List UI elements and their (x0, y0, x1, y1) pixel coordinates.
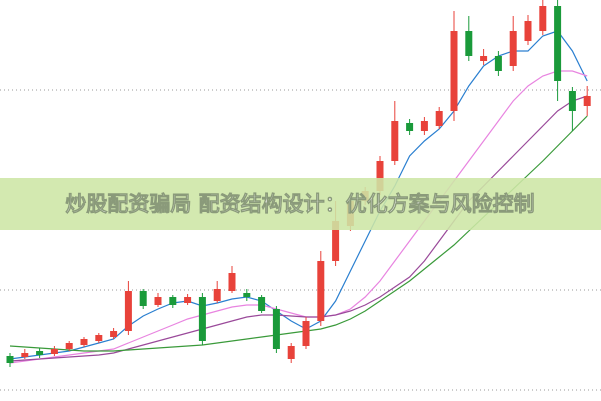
candle-body (272, 309, 280, 349)
candle-body (376, 161, 384, 191)
candle-body (95, 335, 103, 341)
candle-body (509, 31, 517, 66)
candle-body (420, 121, 428, 131)
candle-body (21, 353, 29, 357)
candle-body (80, 339, 88, 345)
candle-body (524, 21, 532, 41)
candle-body (154, 297, 162, 305)
candle-body (124, 291, 132, 331)
candle-body (184, 297, 192, 303)
title-banner (0, 178, 601, 230)
candle-body (36, 351, 44, 355)
candle-body (465, 31, 473, 56)
ma-line (9, 115, 588, 352)
candle-body (554, 6, 562, 81)
candle-body (287, 346, 295, 359)
candle-body (568, 91, 576, 111)
candle-body (539, 6, 547, 31)
candle-body (302, 321, 310, 346)
candle-body (213, 289, 221, 301)
candle-body (198, 297, 206, 341)
candle-body (169, 297, 177, 305)
candle-body (435, 111, 443, 126)
candle-body (258, 297, 266, 311)
candle-body (228, 273, 236, 291)
candle-body (243, 293, 251, 297)
chart-title: 炒股配资骗局 配资结构设计：优化方案与风险控制 (65, 192, 534, 216)
ma-line (9, 30, 588, 360)
candle-body (391, 121, 399, 161)
candle-body (480, 56, 488, 61)
candle-body (406, 123, 414, 131)
candle-body (450, 31, 458, 111)
candle-body (50, 349, 58, 354)
candle-body (110, 331, 118, 337)
candle-body (139, 291, 147, 306)
candle-body (332, 221, 340, 261)
candle-body (65, 343, 73, 349)
candle-body (583, 96, 591, 106)
candle-body (317, 261, 325, 321)
candle-body (6, 356, 14, 363)
ma-line (9, 70, 588, 364)
candle-body (494, 56, 502, 71)
